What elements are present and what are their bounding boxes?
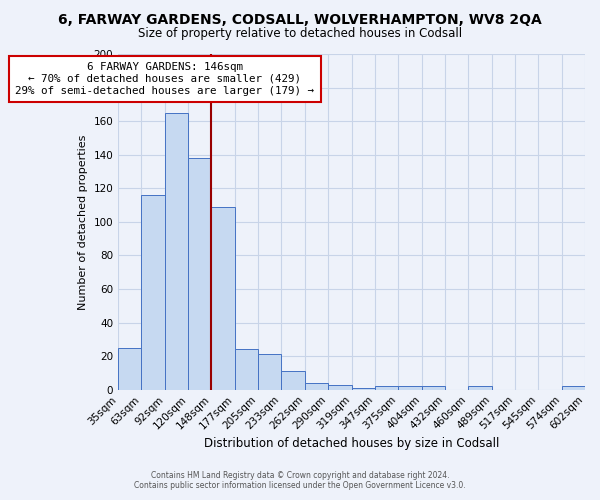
Bar bbox=[211, 207, 235, 390]
Bar bbox=[118, 348, 141, 390]
Y-axis label: Number of detached properties: Number of detached properties bbox=[78, 134, 88, 310]
Bar bbox=[235, 350, 258, 390]
Text: Contains HM Land Registry data © Crown copyright and database right 2024.
Contai: Contains HM Land Registry data © Crown c… bbox=[134, 470, 466, 490]
Text: Size of property relative to detached houses in Codsall: Size of property relative to detached ho… bbox=[138, 28, 462, 40]
Bar bbox=[141, 195, 165, 390]
Bar bbox=[165, 113, 188, 390]
Text: 6, FARWAY GARDENS, CODSALL, WOLVERHAMPTON, WV8 2QA: 6, FARWAY GARDENS, CODSALL, WOLVERHAMPTO… bbox=[58, 12, 542, 26]
Bar bbox=[258, 354, 281, 390]
Bar bbox=[188, 158, 211, 390]
Bar bbox=[328, 384, 352, 390]
Bar bbox=[422, 386, 445, 390]
Bar bbox=[468, 386, 492, 390]
Text: 6 FARWAY GARDENS: 146sqm
← 70% of detached houses are smaller (429)
29% of semi-: 6 FARWAY GARDENS: 146sqm ← 70% of detach… bbox=[15, 62, 314, 96]
Bar bbox=[375, 386, 398, 390]
Bar bbox=[305, 383, 328, 390]
Bar bbox=[281, 372, 305, 390]
Bar bbox=[398, 386, 422, 390]
Bar bbox=[562, 386, 585, 390]
Bar bbox=[352, 388, 375, 390]
X-axis label: Distribution of detached houses by size in Codsall: Distribution of detached houses by size … bbox=[204, 437, 499, 450]
